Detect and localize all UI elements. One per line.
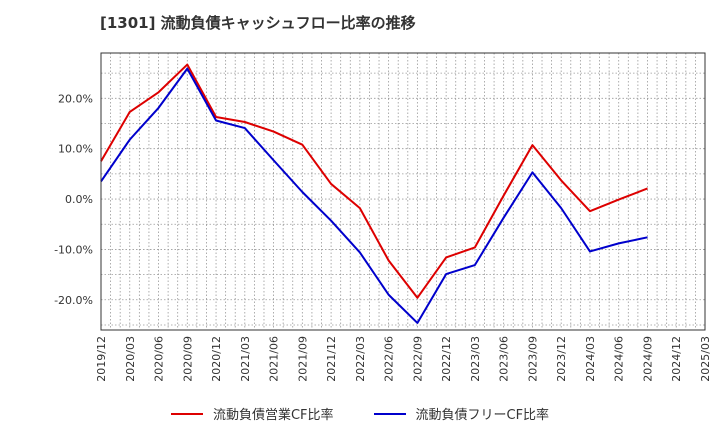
legend-item-free-cf: 流動負債フリーCF比率 <box>373 404 550 423</box>
legend-item-operating-cf: 流動負債営業CF比率 <box>170 404 334 423</box>
x-tick-label: 2023/09 <box>526 336 539 382</box>
x-axis-ticks: 2019/12 2020/03 2020/06 2020/09 2020/12 2021/… <box>95 336 712 382</box>
x-tick-label: 2019/12 <box>95 336 108 382</box>
y-tick-label: -10.0% <box>54 243 93 256</box>
x-tick-label: 2020/03 <box>124 336 137 382</box>
y-tick-label: 20.0% <box>58 92 93 105</box>
chart-title: [1301] 流動負債キャッシュフロー比率の推移 <box>100 14 416 32</box>
legend-label-operating-cf: 流動負債営業CF比率 <box>212 408 334 423</box>
x-tick-label: 2024/12 <box>670 336 683 382</box>
series-line-free-cf <box>100 67 648 324</box>
x-tick-label: 2022/09 <box>411 336 424 382</box>
legend-label-free-cf: 流動負債フリーCF比率 <box>415 408 550 423</box>
legend: 流動負債営業CF比率 流動負債フリーCF比率 <box>0 404 720 423</box>
legend-swatch-operating-cf <box>170 412 203 415</box>
y-tick-label: -20.0% <box>54 294 93 307</box>
series-line-operating-cf <box>100 63 648 299</box>
x-tick-label: 2021/09 <box>296 336 309 382</box>
x-tick-label: 2024/06 <box>613 336 626 382</box>
x-tick-label: 2024/09 <box>641 336 654 382</box>
x-tick-label: 2023/03 <box>469 336 482 382</box>
legend-swatch-free-cf <box>373 412 406 415</box>
y-tick-label: 0.0% <box>65 193 93 206</box>
y-tick-label: 10.0% <box>58 143 93 156</box>
x-tick-label: 2025/03 <box>699 336 712 382</box>
plot-background <box>101 53 705 330</box>
x-tick-label: 2021/06 <box>268 336 281 382</box>
x-tick-label: 2020/09 <box>181 336 194 382</box>
x-tick-label: 2024/03 <box>584 336 597 382</box>
series-lines <box>100 63 648 324</box>
x-tick-label: 2022/03 <box>354 336 367 382</box>
y-axis-ticks: -20.0% -10.0% 0.0% 10.0% 20.0% <box>54 92 93 306</box>
x-tick-label: 2022/06 <box>383 336 396 382</box>
x-tick-label: 2021/03 <box>239 336 252 382</box>
plot-frame <box>100 52 706 331</box>
x-tick-label: 2023/06 <box>498 336 511 382</box>
x-tick-label: 2022/12 <box>440 336 453 382</box>
x-tick-label: 2020/06 <box>153 336 166 382</box>
x-tick-label: 2021/12 <box>325 336 338 382</box>
x-tick-label: 2020/12 <box>210 336 223 382</box>
x-tick-label: 2023/12 <box>555 336 568 382</box>
